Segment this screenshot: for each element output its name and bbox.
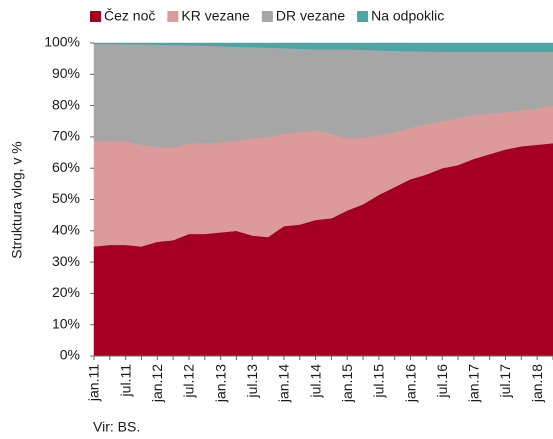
y-tick-label: 100% (44, 34, 80, 50)
x-tick-label: jan.18 (529, 364, 545, 403)
y-tick-label: 60% (52, 159, 80, 175)
x-tick-label: jan.12 (149, 364, 165, 403)
y-tick-label: 40% (52, 222, 80, 238)
area (93, 42, 553, 53)
x-tick-label: jul.13 (244, 364, 260, 399)
x-tick-label: jul.15 (371, 364, 387, 399)
y-tick-label: 90% (52, 65, 80, 81)
x-tick-label: jan.13 (212, 364, 228, 403)
y-axis-label: Struktura vlog, v % (9, 141, 25, 259)
x-tick-label: jul.12 (181, 364, 197, 399)
y-tick-label: 0% (60, 347, 80, 363)
y-tick-label: 50% (52, 190, 80, 206)
legend-swatch (90, 11, 101, 22)
legend-label: Na odpoklic (371, 8, 444, 24)
legend-swatch (167, 11, 179, 22)
x-tick-label: jan.14 (276, 364, 292, 403)
y-tick-label: 10% (52, 315, 80, 331)
x-tick-label: jul.17 (497, 364, 513, 399)
x-tick-label: jul.14 (307, 364, 323, 399)
x-tick-label: jan.17 (466, 364, 482, 403)
source: Vir: BS. (93, 419, 140, 435)
x-tick-label: jan.11 (86, 364, 102, 402)
x-tick-label: jul.11 (117, 364, 133, 398)
legend-label: Čez noč (104, 8, 155, 24)
x-tick-label: jan.16 (402, 364, 418, 403)
y-tick-label: 30% (52, 253, 80, 269)
legend-label: DR vezane (276, 8, 345, 24)
legend-swatch (261, 11, 273, 22)
x-tick-label: jan.15 (339, 364, 355, 403)
legend-label: KR vezane (181, 8, 250, 24)
x-tick-label: jul.16 (434, 364, 450, 399)
legend-swatch (357, 11, 369, 22)
y-tick-label: 80% (52, 96, 80, 112)
y-tick-label: 20% (52, 284, 80, 300)
y-tick-label: 70% (52, 128, 80, 144)
